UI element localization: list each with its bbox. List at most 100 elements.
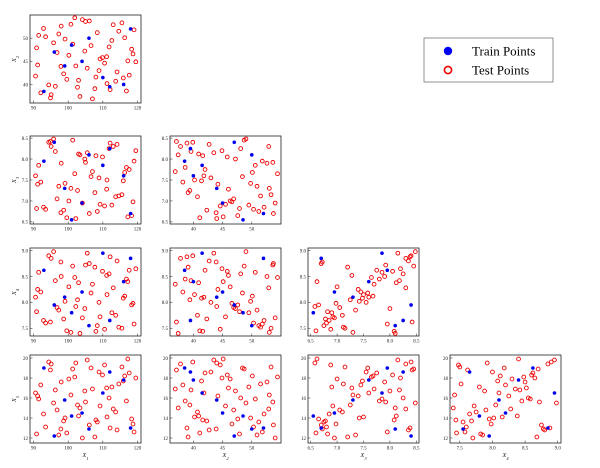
test-point xyxy=(224,372,230,378)
test-point xyxy=(384,321,390,327)
test-point xyxy=(130,421,136,427)
test-point xyxy=(61,207,66,213)
test-point xyxy=(82,388,88,394)
test-point xyxy=(337,305,343,310)
test-point xyxy=(535,366,541,372)
y-tick-label: 8.5 xyxy=(22,275,29,280)
test-point xyxy=(452,392,457,398)
test-point xyxy=(323,418,328,424)
test-point xyxy=(75,188,80,193)
test-point xyxy=(58,160,64,166)
y-tick-label: 7.5 xyxy=(22,327,29,332)
test-point xyxy=(248,181,253,186)
train-point xyxy=(516,378,521,382)
test-point xyxy=(237,309,242,315)
test-point xyxy=(316,416,321,422)
test-point xyxy=(97,201,103,207)
test-point xyxy=(503,382,508,388)
test-point xyxy=(206,142,212,147)
train-point xyxy=(409,434,413,438)
test-point xyxy=(266,392,272,398)
test-point xyxy=(217,362,223,368)
test-point xyxy=(113,78,119,84)
test-point xyxy=(109,310,115,316)
x-tick-label: 8.5 xyxy=(413,447,420,452)
test-point xyxy=(379,396,385,402)
y-tick-label: 18 xyxy=(301,377,307,382)
x-tick-label: 7.0 xyxy=(334,340,341,345)
test-point xyxy=(363,300,369,305)
test-point xyxy=(395,357,401,363)
test-point xyxy=(363,369,369,375)
test-point xyxy=(195,194,200,200)
test-point xyxy=(226,273,231,278)
test-point xyxy=(43,424,48,430)
test-point xyxy=(126,167,132,172)
test-point xyxy=(34,431,39,437)
test-point xyxy=(106,395,112,401)
test-point xyxy=(407,254,413,260)
test-point xyxy=(340,312,345,318)
x-axis-label: X3 xyxy=(359,452,367,461)
test-point xyxy=(539,422,544,428)
test-point xyxy=(469,418,474,424)
test-point xyxy=(312,360,318,366)
test-point xyxy=(107,254,113,260)
test-point xyxy=(35,181,40,187)
test-point xyxy=(398,266,403,272)
test-point xyxy=(246,310,252,316)
test-point xyxy=(412,249,418,254)
test-point xyxy=(229,199,235,205)
test-point xyxy=(86,211,92,216)
test-point xyxy=(68,21,74,27)
train-point xyxy=(351,295,355,299)
test-point xyxy=(259,158,265,164)
test-point xyxy=(70,137,76,143)
train-point xyxy=(380,251,384,255)
test-point xyxy=(75,297,80,303)
test-point xyxy=(48,139,53,144)
train-point xyxy=(461,427,465,431)
test-point xyxy=(33,294,38,300)
test-point xyxy=(238,271,244,277)
test-point xyxy=(104,385,110,391)
y-tick-label: 14 xyxy=(301,417,307,422)
test-point xyxy=(48,144,54,149)
x-tick-label: 8.0 xyxy=(387,447,394,452)
train-point xyxy=(232,303,237,307)
test-point xyxy=(56,307,62,313)
x-tick-label: 45 xyxy=(220,340,226,345)
test-point xyxy=(175,152,181,158)
test-point xyxy=(233,306,238,311)
test-point xyxy=(345,264,350,270)
test-point xyxy=(258,193,263,199)
train-point xyxy=(52,50,57,54)
test-point xyxy=(219,266,225,272)
test-point xyxy=(36,33,42,38)
legend: Train Points Test Points xyxy=(423,37,554,83)
test-point xyxy=(83,399,88,405)
test-point xyxy=(73,63,79,69)
test-point xyxy=(38,90,44,96)
test-point xyxy=(496,390,502,396)
test-point xyxy=(52,278,58,283)
test-point xyxy=(73,216,79,221)
test-point xyxy=(238,395,244,401)
test-point xyxy=(41,26,46,31)
pair-plot-panels: 90 100 110 120 40 45 50 X2 90 100 110 120 6.5 7.0 7.5 8… xyxy=(11,14,562,461)
test-point xyxy=(70,263,76,269)
train-point xyxy=(107,370,112,374)
test-point xyxy=(56,183,62,189)
y-tick-label: 8.5 xyxy=(162,137,169,142)
y-tick-label: 12 xyxy=(443,437,449,442)
test-point xyxy=(545,361,551,367)
test-point xyxy=(270,262,276,268)
y-tick-label: 14 xyxy=(23,417,29,422)
test-point xyxy=(491,415,497,421)
test-point xyxy=(400,271,406,277)
test-point xyxy=(126,370,132,376)
train-point xyxy=(42,366,46,370)
test-point xyxy=(62,415,68,421)
train-point xyxy=(546,426,550,430)
test-point xyxy=(174,319,179,325)
